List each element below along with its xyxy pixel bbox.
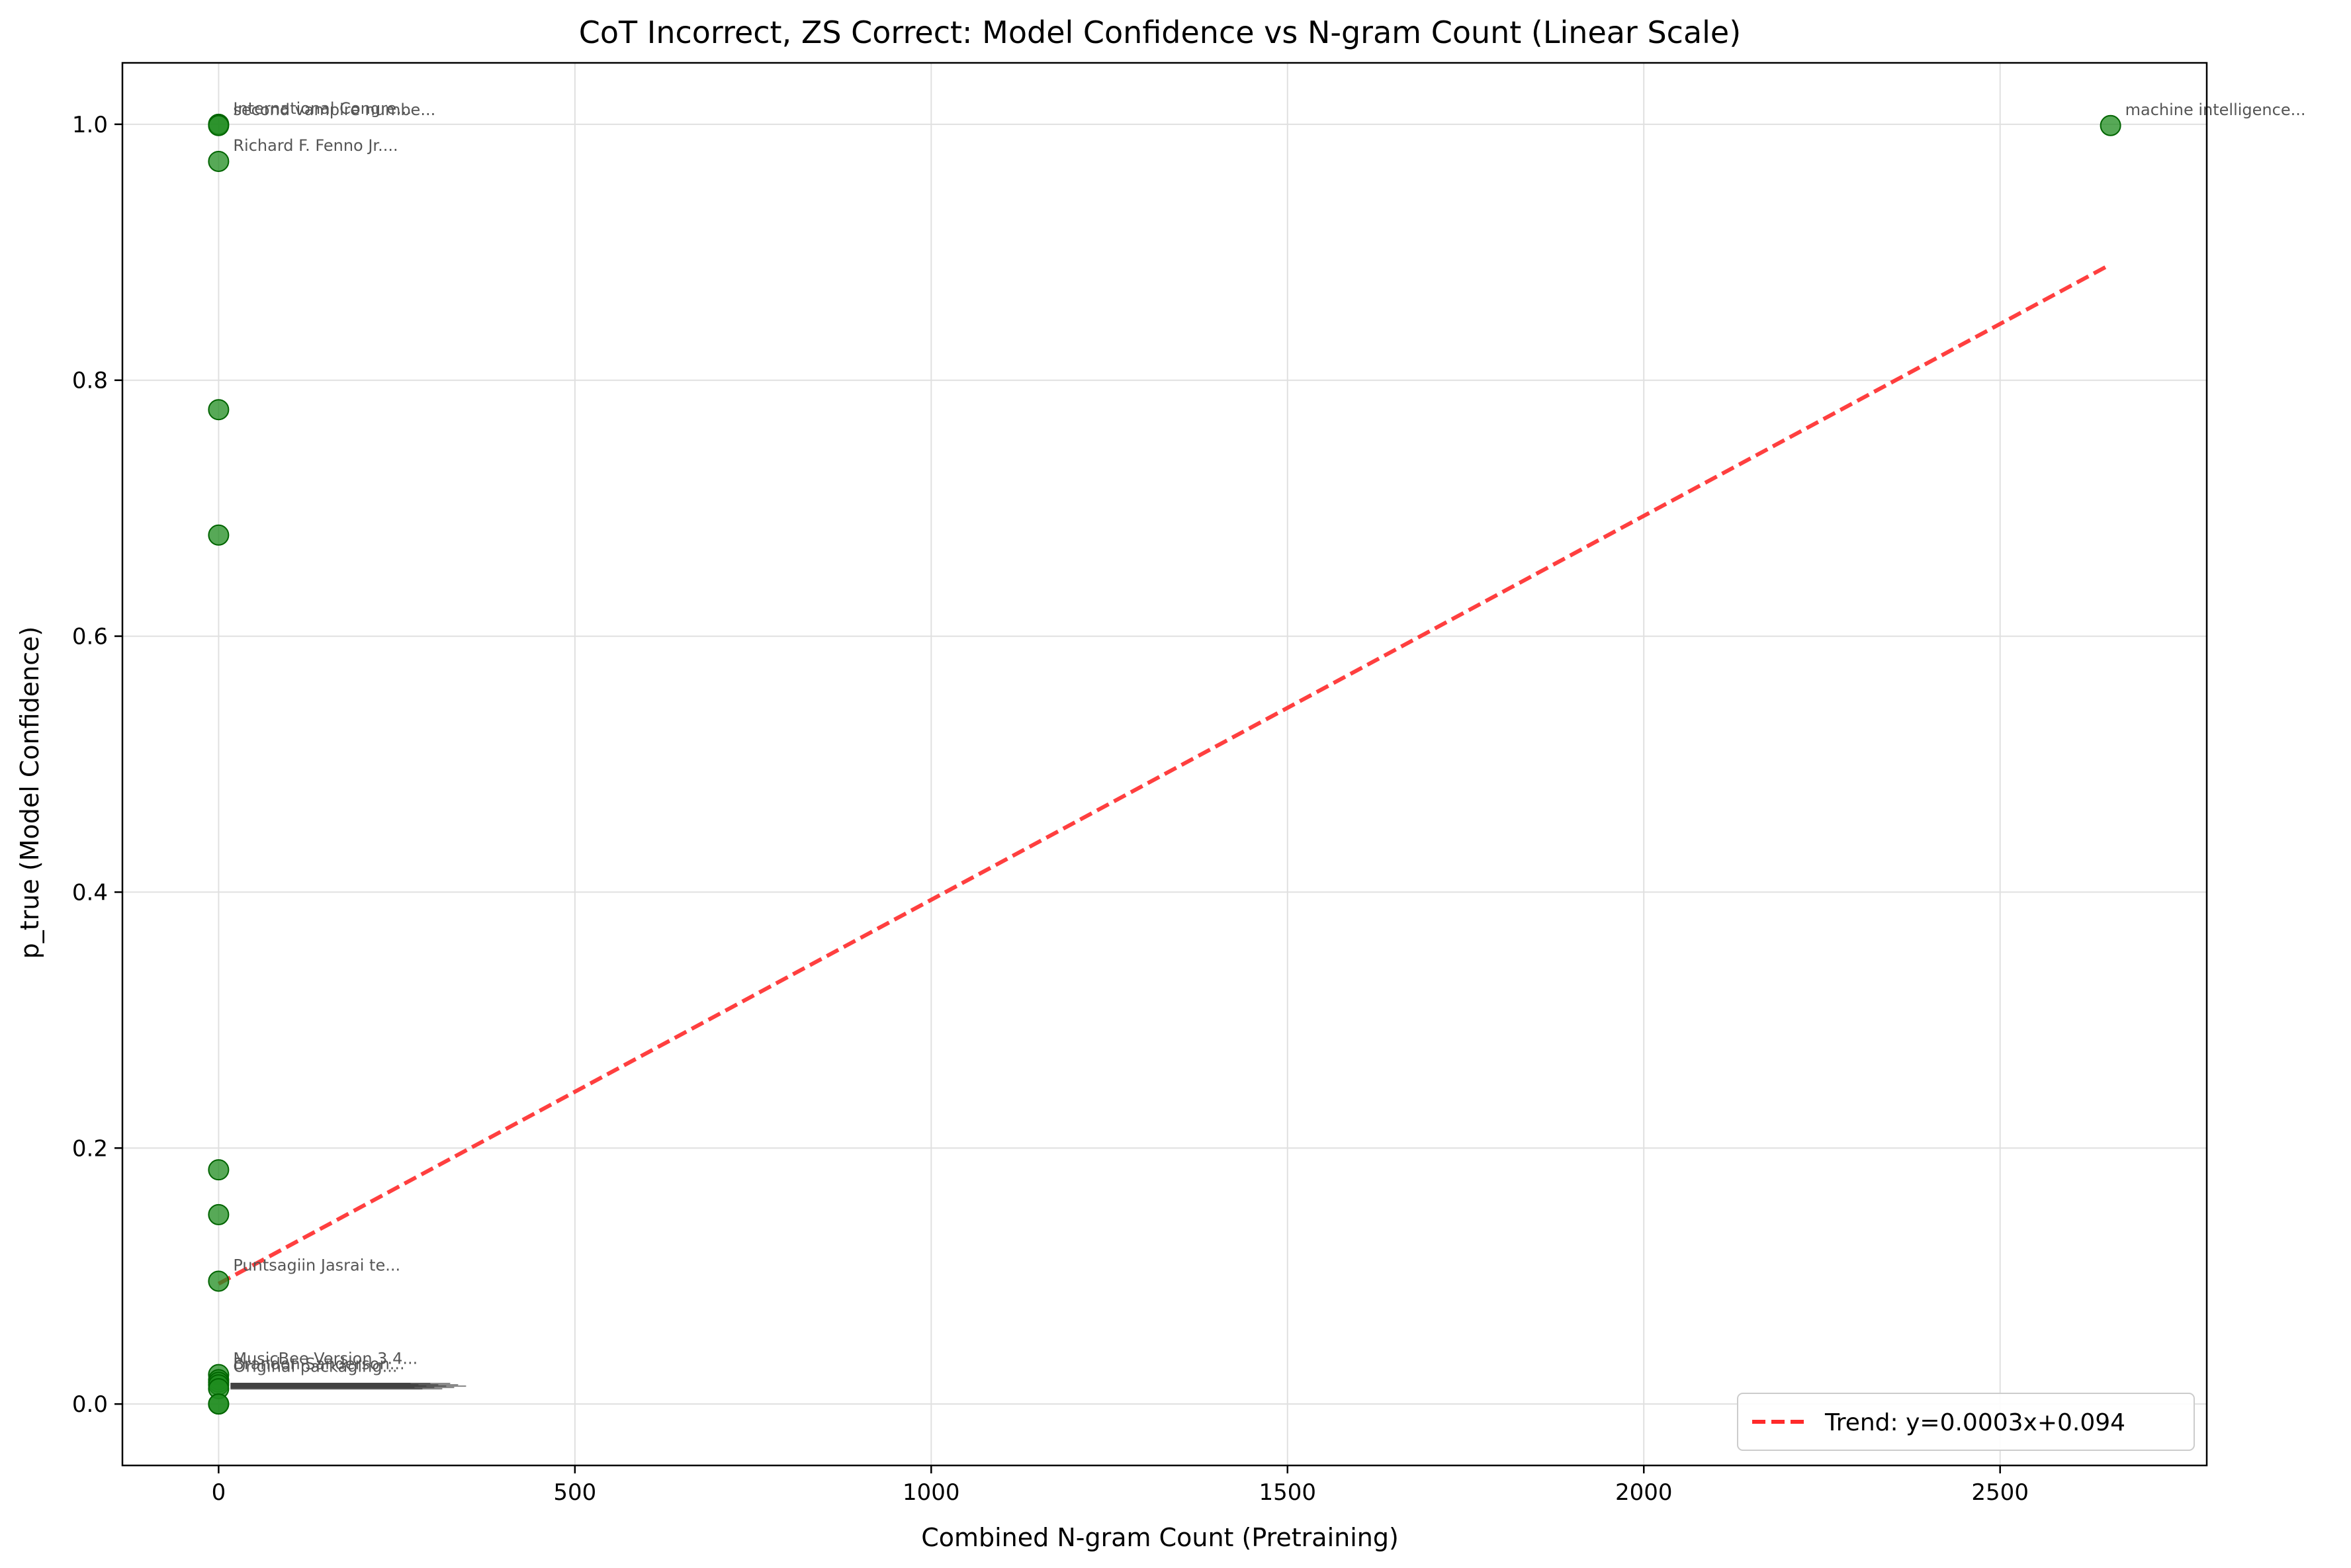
x-tick-label: 2000 <box>1615 1479 1673 1506</box>
y-tick-label: 0.8 <box>72 368 108 394</box>
legend-box <box>1737 1393 2195 1451</box>
plot-frame <box>121 62 2208 1467</box>
x-tick-label: 2500 <box>1971 1479 2029 1506</box>
trend-line <box>217 263 2112 1285</box>
point-annotation: Original packaging... <box>233 1357 397 1375</box>
data-point <box>208 1159 230 1181</box>
data-point <box>208 1393 230 1415</box>
point-annotation: Brandon Sanderson... <box>233 1354 404 1373</box>
grid <box>122 63 2207 1465</box>
data-point <box>208 114 230 136</box>
y-tick-label: 0.6 <box>72 624 108 650</box>
data-point <box>208 524 230 546</box>
data-point <box>2100 114 2121 136</box>
point-annotation: machine intelligence... <box>2125 101 2306 119</box>
annotations-layer: International Congre...second vampire nu… <box>230 99 2306 1390</box>
point-annotation: MusicBee Version 3.4... <box>233 1350 418 1368</box>
y-tick-label: 0.4 <box>72 879 108 906</box>
x-tick-label: 0 <box>212 1479 226 1506</box>
point-annotation: Puntsagiin Jasrai te... <box>233 1256 400 1274</box>
point-annotation: Richard F. Fenno Jr.... <box>233 136 398 155</box>
y-tick-label: 0.2 <box>72 1135 108 1162</box>
point-annotation: second vampire numbe... <box>233 101 435 119</box>
data-point <box>208 150 230 172</box>
point-annotation: International Congre... <box>233 99 412 118</box>
data-point <box>208 1203 230 1225</box>
points-layer <box>208 113 2121 1415</box>
chart-title: CoT Incorrect, ZS Correct: Model Confide… <box>579 15 1741 50</box>
data-point <box>208 399 230 421</box>
x-tick-label: 1500 <box>1259 1479 1317 1506</box>
legend-trend-label: Trend: y=0.0003x+0.094 <box>1824 1409 2125 1436</box>
x-tick-label: 1000 <box>903 1479 960 1506</box>
ticks: 0 500 1000 1500 2000 2500 0.0 0.2 0.4 0.6 0.8 1.0 <box>72 112 2029 1506</box>
legend: Trend: y=0.0003x+0.094 <box>1737 1393 2195 1451</box>
x-tick-label: 500 <box>553 1479 596 1506</box>
x-axis-label: Combined N-gram Count (Pretraining) <box>921 1523 1399 1552</box>
data-point <box>208 1270 230 1292</box>
y-tick-label: 0.0 <box>72 1391 108 1418</box>
trend-layer <box>217 263 2112 1285</box>
y-tick-label: 1.0 <box>72 112 108 138</box>
y-axis-label: p_true (Model Confidence) <box>15 627 44 959</box>
